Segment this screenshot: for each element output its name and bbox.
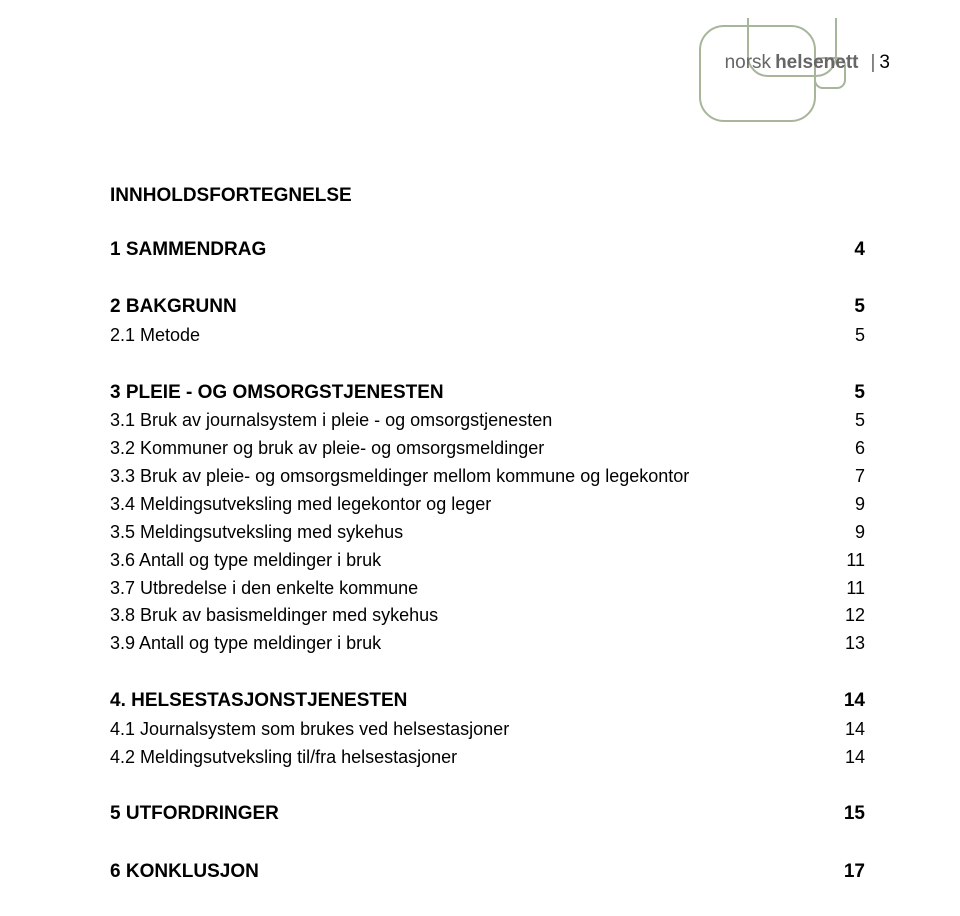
toc-label: 3.5 Meldingsutveksling med sykehus [110, 519, 403, 547]
toc-label: 3.7 Utbredelse i den enkelte kommune [110, 575, 418, 603]
toc-page: 14 [845, 716, 865, 744]
toc-row: 3.9 Antall og type meldinger i bruk 13 [110, 630, 865, 658]
toc-label: 3.4 Meldingsutveksling med legekontor og… [110, 491, 491, 519]
toc-label: 3 PLEIE - OG OMSORGSTJENESTEN [110, 378, 444, 407]
toc-page: 9 [855, 491, 865, 519]
toc-page: 11 [846, 547, 865, 575]
toc-page: 17 [844, 857, 865, 886]
toc-row: 3.8 Bruk av basismeldinger med sykehus 12 [110, 602, 865, 630]
brand-logo: norskhelsenett | 3 [725, 52, 890, 74]
toc-row: 4.2 Meldingsutveksling til/fra helsestas… [110, 744, 865, 772]
toc-row: 6 KONKLUSJON 17 [110, 857, 865, 886]
toc-row: 3.7 Utbredelse i den enkelte kommune 11 [110, 575, 865, 603]
toc-page: 6 [855, 435, 865, 463]
toc-page: 15 [844, 799, 865, 828]
toc-row: 2.1 Metode 5 [110, 322, 865, 350]
brand-text-light: norsk [725, 52, 771, 74]
toc-page: 12 [845, 602, 865, 630]
toc-row: 3.5 Meldingsutveksling med sykehus 9 [110, 519, 865, 547]
toc-page: 14 [844, 686, 865, 715]
toc-group: 2 BAKGRUNN 5 2.1 Metode 5 [110, 292, 865, 349]
toc-row: 3.4 Meldingsutveksling med legekontor og… [110, 491, 865, 519]
toc-label: 2 BAKGRUNN [110, 292, 237, 321]
toc-group: 5 UTFORDRINGER 15 [110, 799, 865, 828]
toc-group: 6 KONKLUSJON 17 [110, 857, 865, 886]
brand-text-bold: helsenett [775, 52, 858, 74]
toc-label: 3.6 Antall og type meldinger i bruk [110, 547, 381, 575]
toc-group: 1 SAMMENDRAG 4 [110, 235, 865, 264]
toc-group: 3 PLEIE - OG OMSORGSTJENESTEN 5 3.1 Bruk a… [110, 378, 865, 658]
toc-row: 3.6 Antall og type meldinger i bruk 11 [110, 547, 865, 575]
document-page: norskhelsenett | 3 INNHOLDSFORTEGNELSE 1… [0, 0, 960, 916]
toc-label: 3.9 Antall og type meldinger i bruk [110, 630, 381, 658]
toc-page: 13 [845, 630, 865, 658]
toc-row: 1 SAMMENDRAG 4 [110, 235, 865, 264]
toc-label: 1 SAMMENDRAG [110, 235, 266, 264]
toc-row: 2 BAKGRUNN 5 [110, 292, 865, 321]
toc-label: 3.8 Bruk av basismeldinger med sykehus [110, 602, 438, 630]
toc-page: 11 [846, 575, 865, 603]
pagenum-separator: | [870, 52, 875, 74]
toc-page: 5 [854, 292, 865, 321]
toc-page: 5 [855, 407, 865, 435]
toc-content: INNHOLDSFORTEGNELSE 1 SAMMENDRAG 4 2 BAKGR… [110, 185, 865, 914]
toc-label: 6 KONKLUSJON [110, 857, 259, 886]
toc-page: 7 [855, 463, 865, 491]
toc-group: 4. HELSESTASJONSTJENESTEN 14 4.1 Journalsy… [110, 686, 865, 771]
toc-row: 3.2 Kommuner og bruk av pleie- og omsorg… [110, 435, 865, 463]
toc-label: 2.1 Metode [110, 322, 200, 350]
toc-page: 5 [855, 322, 865, 350]
toc-row: 3.3 Bruk av pleie- og omsorgsmeldinger m… [110, 463, 865, 491]
toc-label: 3.3 Bruk av pleie- og omsorgsmeldinger m… [110, 463, 689, 491]
toc-row: 4.1 Journalsystem som brukes ved helsest… [110, 716, 865, 744]
toc-page: 9 [855, 519, 865, 547]
toc-row: 3.1 Bruk av journalsystem i pleie - og o… [110, 407, 865, 435]
toc-label: 3.2 Kommuner og bruk av pleie- og omsorg… [110, 435, 544, 463]
toc-label: 4.1 Journalsystem som brukes ved helsest… [110, 716, 509, 744]
toc-label: 5 UTFORDRINGER [110, 799, 279, 828]
toc-row: 3 PLEIE - OG OMSORGSTJENESTEN 5 [110, 378, 865, 407]
toc-label: 3.1 Bruk av journalsystem i pleie - og o… [110, 407, 552, 435]
toc-page: 4 [854, 235, 865, 264]
page-number: 3 [879, 52, 890, 74]
toc-label: 4. HELSESTASJONSTJENESTEN [110, 686, 407, 715]
toc-row: 4. HELSESTASJONSTJENESTEN 14 [110, 686, 865, 715]
header-decoration [670, 18, 900, 138]
toc-page: 14 [845, 744, 865, 772]
decor-svg [670, 18, 900, 138]
toc-body: 1 SAMMENDRAG42 BAKGRUNN52.1 Metode53 PLE… [110, 235, 865, 886]
toc-row: 5 UTFORDRINGER 15 [110, 799, 865, 828]
toc-title: INNHOLDSFORTEGNELSE [110, 185, 865, 207]
toc-label: 4.2 Meldingsutveksling til/fra helsestas… [110, 744, 457, 772]
toc-page: 5 [854, 378, 865, 407]
